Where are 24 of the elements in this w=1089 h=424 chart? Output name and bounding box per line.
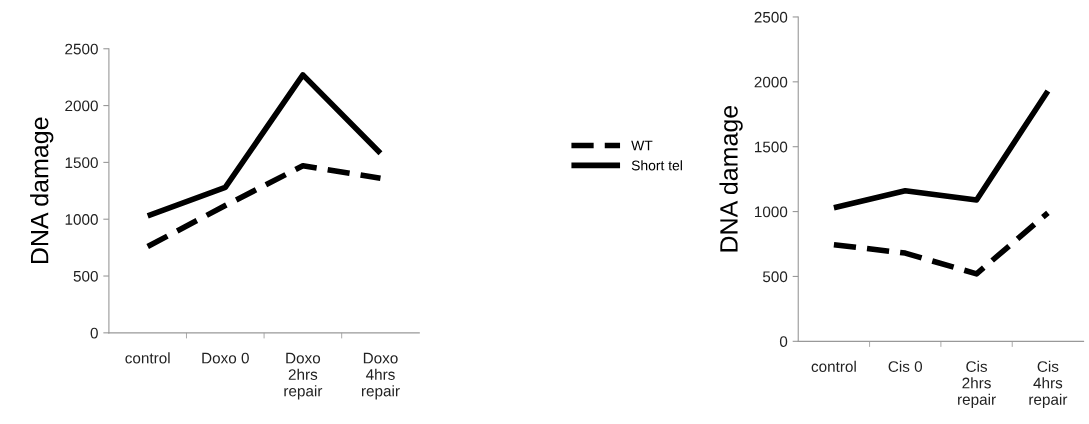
y-tick-label: 0 — [90, 327, 98, 339]
y-tick-label: 1000 — [755, 206, 788, 218]
x-tick-label: control — [811, 360, 856, 372]
y-tick-label: 2000 — [754, 76, 788, 88]
y-tick-label: 500 — [73, 270, 98, 282]
y-tick-label: 500 — [762, 271, 788, 283]
x-tick-label: Cis 4hrs repair — [1029, 360, 1068, 408]
x-tick-label: Doxo 2hrs repair — [284, 352, 323, 400]
x-tick-label: Cis 2hrs repair — [958, 360, 996, 408]
y-tick-label: 2000 — [65, 100, 98, 112]
y-tick-label: 1500 — [65, 157, 98, 169]
y-axis-title: DNA damage — [30, 117, 54, 264]
y-tick-label: 2500 — [65, 43, 98, 55]
x-tick-label: Doxo 4hrs repair — [361, 352, 400, 400]
y-tick-label: 0 — [779, 336, 788, 348]
x-tick-label: Doxo 0 — [202, 352, 249, 364]
y-tick-label: 1500 — [755, 141, 788, 153]
legend-label: WT — [631, 140, 653, 151]
y-tick-label: 2500 — [754, 11, 788, 23]
legend-label: Short tel — [631, 160, 682, 171]
x-tick-label: Cis 0 — [888, 360, 923, 372]
y-tick-label: 1000 — [65, 214, 98, 225]
y-axis-title: DNA damage — [719, 105, 743, 252]
x-tick-label: control — [125, 352, 170, 364]
